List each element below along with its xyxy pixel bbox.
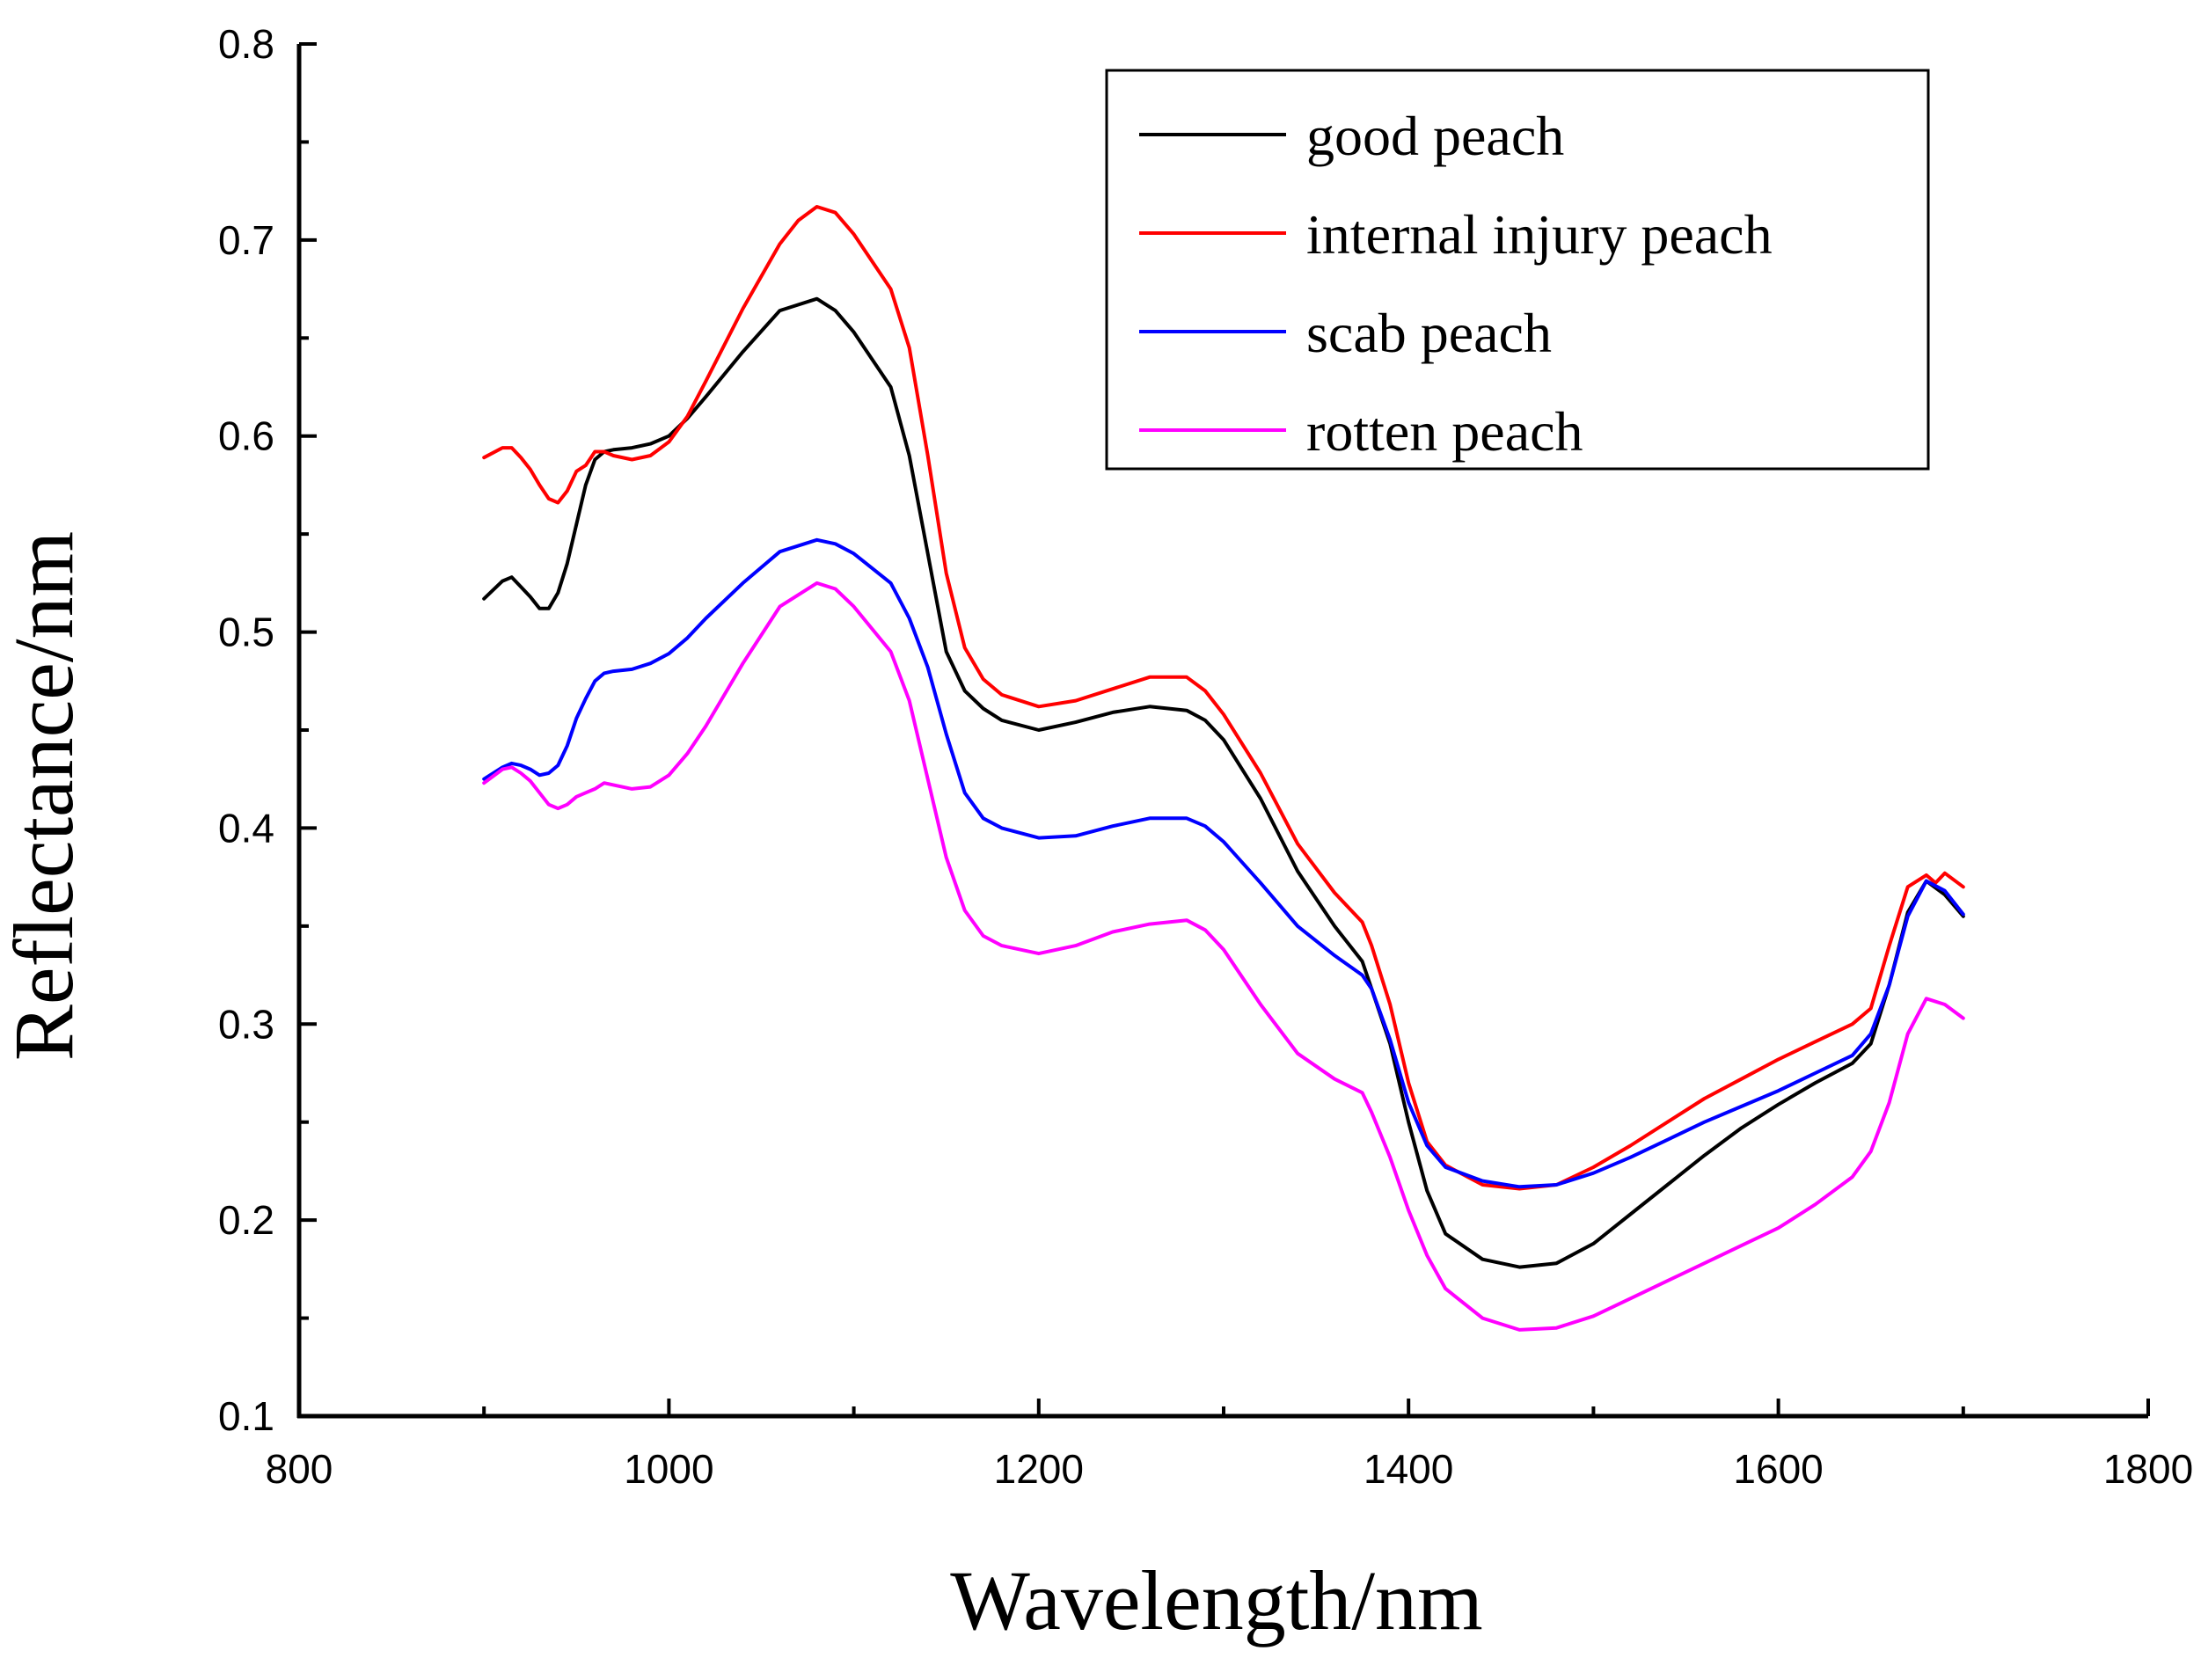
ticks-layer: 800 1000 1200 1400 1600 1800 0.1 0.2 0.3 0.4 0.5 0.… xyxy=(218,21,2193,1492)
series-line-good-peach xyxy=(482,296,1965,1269)
y-axis-title: Reflectance/nm xyxy=(0,531,91,1061)
y-tick-label: 0.7 xyxy=(218,217,274,263)
x-tick-label: 1600 xyxy=(1733,1446,1823,1492)
legend-label-scab-peach: scab peach xyxy=(1306,302,1552,364)
legend: good peach internal injury peach scab pe… xyxy=(1105,69,1930,471)
x-tick-label: 1000 xyxy=(624,1446,713,1492)
y-tick-label: 0.8 xyxy=(218,21,274,67)
x-axis-title: Wavelength/nm xyxy=(950,1553,1482,1647)
y-tick-label: 0.1 xyxy=(218,1393,274,1439)
y-tick-label: 0.6 xyxy=(218,413,274,459)
series-line-internal-injury-peach xyxy=(482,205,1965,1191)
y-tick-label: 0.2 xyxy=(218,1197,274,1243)
y-tick-label: 0.4 xyxy=(218,805,274,851)
y-tick-label: 0.5 xyxy=(218,610,274,655)
series-line-rotten-peach xyxy=(482,581,1965,1332)
x-tick-label: 1400 xyxy=(1364,1446,1453,1492)
legend-label-internal-injury-peach: internal injury peach xyxy=(1306,203,1773,266)
series-line-scab-peach xyxy=(482,537,1965,1189)
legend-label-rotten-peach: rotten peach xyxy=(1306,400,1583,463)
legend-label-good-peach: good peach xyxy=(1306,105,1564,167)
y-tick-label: 0.3 xyxy=(218,1001,274,1047)
x-tick-label: 1800 xyxy=(2103,1446,2193,1492)
x-tick-label: 800 xyxy=(266,1446,333,1492)
legend-box xyxy=(1105,69,1930,471)
x-tick-label: 1200 xyxy=(994,1446,1084,1492)
series-layer xyxy=(482,205,1965,1332)
